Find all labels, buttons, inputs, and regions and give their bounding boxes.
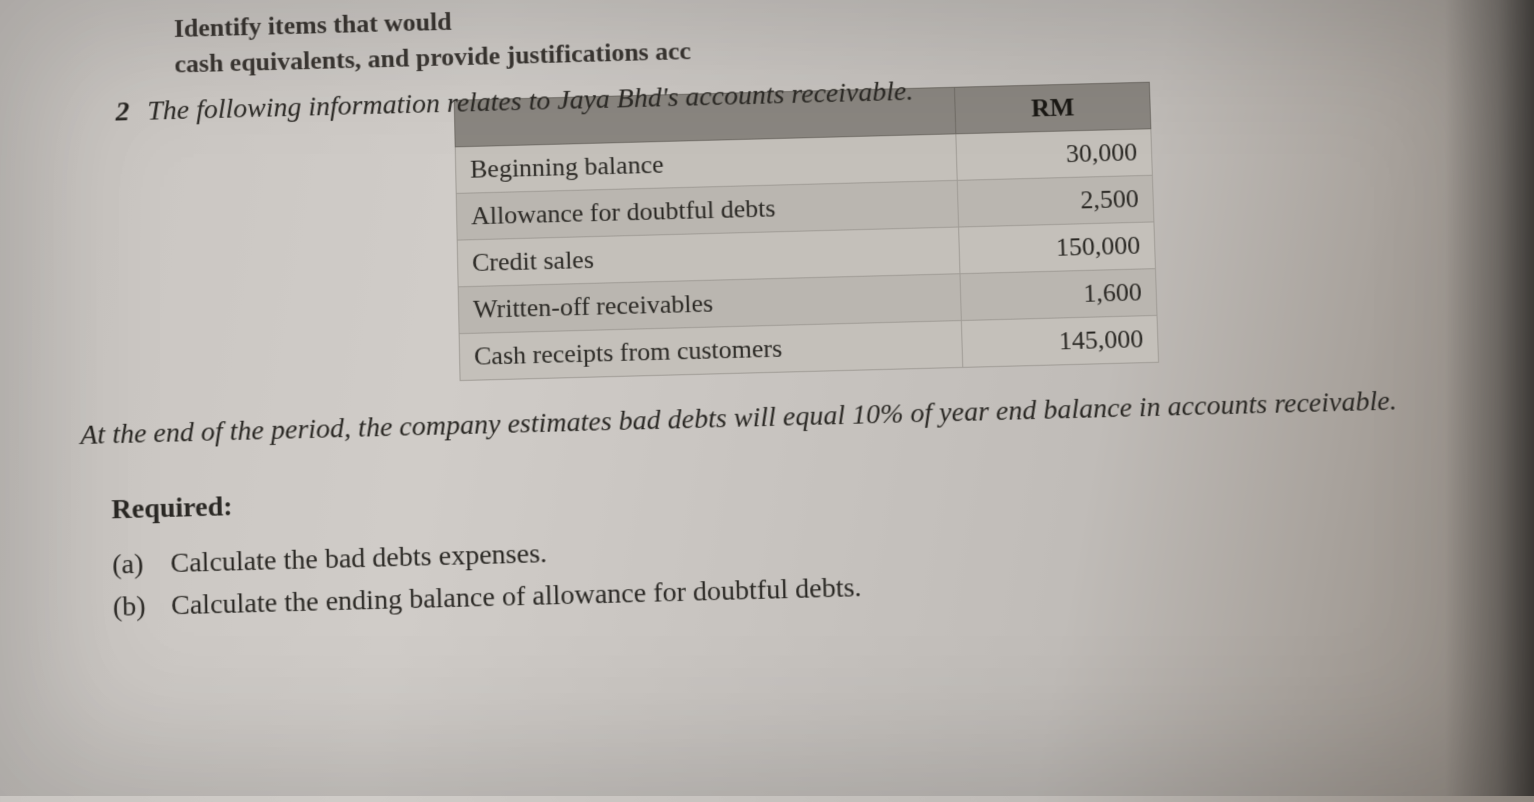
row-value: 30,000 (956, 128, 1152, 180)
followup-paragraph: At the end of the period, the company es… (80, 378, 1475, 456)
required-marker: (a) (112, 543, 157, 586)
textbook-page: Identify items that would cash equivalen… (0, 0, 1534, 802)
row-value: 1,600 (960, 268, 1157, 320)
accounts-receivable-table: RM Beginning balance 30,000 Allowance fo… (454, 81, 1159, 380)
row-value: 150,000 (959, 222, 1156, 274)
row-value: 2,500 (957, 175, 1153, 227)
question-number: 2 (115, 96, 129, 128)
data-table-wrap: RM Beginning balance 30,000 Allowance fo… (454, 81, 1159, 380)
required-list: (a) Calculate the bad debts expenses. (b… (112, 508, 1482, 628)
row-value: 145,000 (962, 315, 1159, 367)
required-marker: (b) (113, 585, 158, 628)
table-header-rm: RM (955, 82, 1151, 134)
